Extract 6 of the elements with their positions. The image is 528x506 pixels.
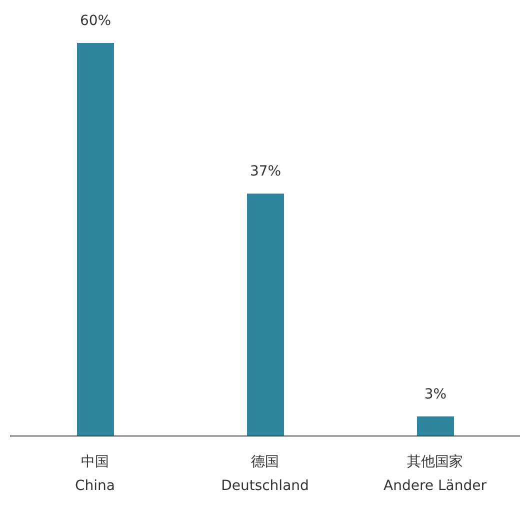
x-tick-label: 其他国家 Andere Länder <box>384 454 487 494</box>
data-label: 3% <box>424 386 447 402</box>
data-label: 60% <box>80 13 112 29</box>
x-tick-label: 中国 China <box>75 454 115 494</box>
data-label: 37% <box>250 164 282 180</box>
x-tick-label: 德国 Deutschland <box>221 454 309 494</box>
